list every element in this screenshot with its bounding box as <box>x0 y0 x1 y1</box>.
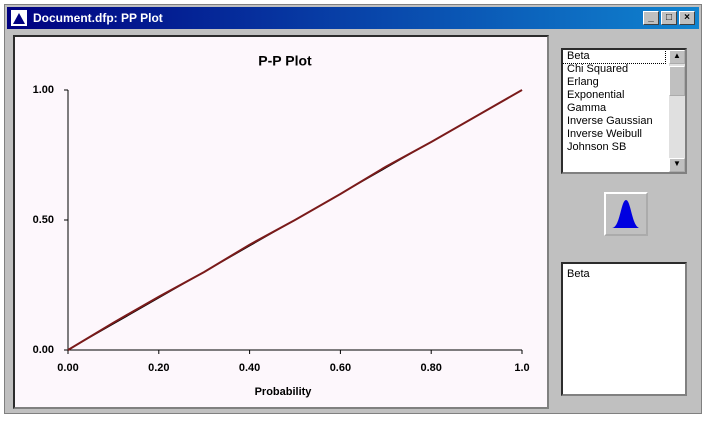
chart: P-P Plot Probability 0.00 0.50 1.00 0.00 0.2… <box>0 0 706 421</box>
x-tick-label: 0.60 <box>330 362 351 374</box>
x-tick-label: 0.20 <box>148 362 169 374</box>
x-tick-label: 0.40 <box>239 362 260 374</box>
x-tick-label: 0.80 <box>420 362 441 374</box>
y-tick-label: 0.00 <box>33 344 54 356</box>
page: Document.dfp: PP Plot _ □ × BetaChi Squa… <box>0 0 706 421</box>
x-tick-label: 1.0 <box>514 362 529 374</box>
y-tick-label: 1.00 <box>33 84 54 96</box>
chart-title: P-P Plot <box>258 53 312 69</box>
x-axis-label: Probability <box>255 386 313 398</box>
y-tick-label: 0.50 <box>33 214 54 226</box>
x-tick-label: 0.00 <box>57 362 78 374</box>
